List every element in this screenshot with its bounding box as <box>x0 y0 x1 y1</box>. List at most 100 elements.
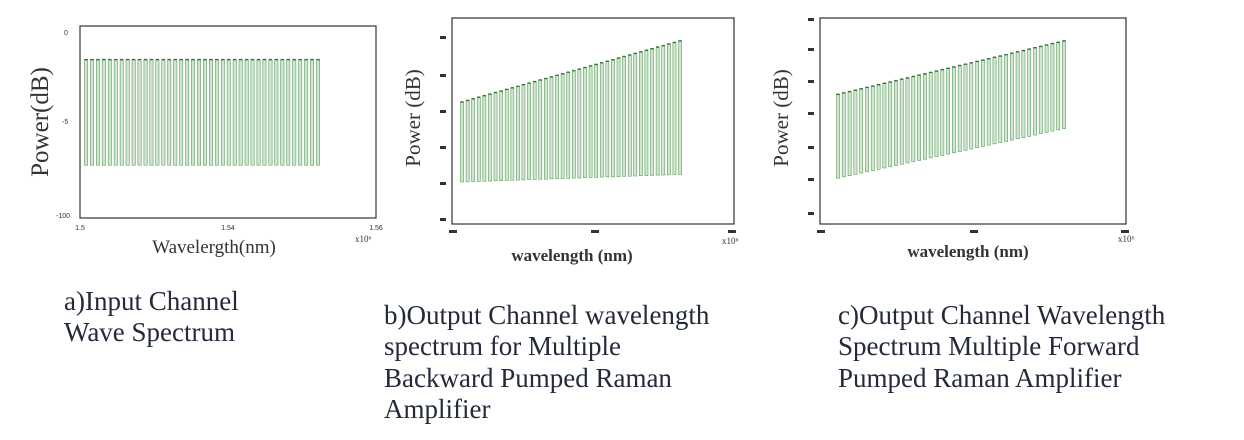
caption-b-line-3: Backward Pumped Raman <box>384 362 672 393</box>
channel-bar <box>543 78 548 180</box>
channel-bar <box>992 56 997 145</box>
panel-b-bars <box>460 40 682 183</box>
channel-bar <box>899 78 904 165</box>
channel-bar <box>185 59 190 166</box>
panel-b-plot-frame <box>451 17 735 225</box>
channel-bar <box>605 60 610 178</box>
channel-bar <box>286 59 291 166</box>
channel-bar <box>131 59 136 166</box>
channel-bar <box>125 59 130 166</box>
panel-c-y-tick <box>808 18 814 21</box>
channel-bar <box>256 59 261 166</box>
channel-bar <box>179 59 184 166</box>
channel-bar <box>119 59 124 166</box>
channel-bar <box>244 59 249 166</box>
channel-bar <box>928 72 933 159</box>
channel-bar <box>209 59 213 166</box>
channel-bar <box>226 59 231 166</box>
panel-c-x-exponent: x10⁶ <box>1118 234 1135 244</box>
channel-bar <box>627 54 632 177</box>
panel-b-xlabel: wavelength (nm) <box>511 246 632 265</box>
panel-c-y-ticks <box>808 18 1129 233</box>
panel-c-y-tick <box>808 48 814 51</box>
caption-b-line-4: Amplifier <box>384 393 491 424</box>
channel-bar <box>870 85 875 171</box>
channel-bar <box>220 59 225 166</box>
panel-a-y-tick-2: -100 <box>56 213 70 220</box>
channel-bar <box>527 82 531 180</box>
panel-c-plot-frame <box>819 17 1127 225</box>
channel-bar <box>672 42 677 175</box>
channel-bar <box>560 73 565 179</box>
channel-bar <box>969 62 974 150</box>
panel-b-y-tick <box>440 146 446 149</box>
panel-a-ylabel: Power(dB) <box>27 67 54 177</box>
channel-bar <box>998 55 1003 143</box>
channel-bar <box>616 57 621 177</box>
channel-bar <box>1015 51 1020 140</box>
channel-bar <box>986 58 991 146</box>
channel-bar <box>274 59 279 166</box>
panel-c: Power (dB) wavelength (nm) x10⁶ <box>769 17 1135 261</box>
channel-bar <box>859 88 864 174</box>
channel-bar <box>268 59 273 166</box>
channel-bar <box>599 62 604 178</box>
caption-c-line-2: Spectrum Multiple Forward <box>838 331 1140 362</box>
channel-bar <box>167 59 172 166</box>
channel-bar <box>622 56 626 177</box>
channel-bar <box>975 61 980 149</box>
panel-c-x-tick <box>817 230 825 233</box>
channel-bar <box>499 90 504 181</box>
channel-bar <box>1050 43 1055 132</box>
channel-bar <box>84 59 89 166</box>
panel-b-x-tick <box>591 230 599 233</box>
channel-bar <box>905 77 910 164</box>
panel-a-x-tick-1: 1.54 <box>221 225 235 232</box>
panel-a-y-tick-1: -5 <box>62 119 68 126</box>
caption-c-line-3: Pumped Raman Amplifier <box>838 362 1122 393</box>
channel-bar <box>633 53 638 177</box>
channel-bar <box>191 59 195 166</box>
panel-a-bars <box>84 58 320 166</box>
channel-bar <box>143 59 148 166</box>
panel-c-y-tick <box>808 80 814 83</box>
panel-b-y-tick <box>440 110 446 113</box>
channel-bar <box>532 81 537 180</box>
panel-b-y-tick <box>440 74 446 77</box>
channel-bar <box>214 59 219 166</box>
channel-bar <box>611 59 615 178</box>
panel-c-y-tick <box>808 146 814 149</box>
panel-b-y-tick <box>440 218 446 221</box>
channel-bar <box>571 70 576 179</box>
channel-bar <box>853 89 858 175</box>
panel-b: Power (dB) wavelength (nm) x10⁶ <box>401 17 739 265</box>
panel-c-x-tick <box>1121 230 1129 233</box>
channel-bar <box>594 64 598 178</box>
channel-bar <box>894 80 898 166</box>
panel-a-plot-frame <box>79 25 377 219</box>
channel-bar <box>957 65 962 152</box>
channel-bar <box>488 93 492 182</box>
channel-bar <box>161 59 166 166</box>
channel-bar <box>460 101 464 183</box>
channel-bar <box>137 59 142 166</box>
panel-b-x-exponent: x10⁶ <box>722 236 739 246</box>
channel-bar <box>155 59 160 166</box>
channel-bar <box>566 71 571 179</box>
channel-bar <box>666 43 671 176</box>
channel-bar <box>1009 52 1014 141</box>
channel-bar <box>113 59 118 166</box>
channel-bar <box>555 75 559 180</box>
panel-c-xlabel: wavelength (nm) <box>907 242 1028 261</box>
panel-c-bars <box>836 40 1066 179</box>
channel-bar <box>280 59 285 166</box>
caption-b-line-2: spectrum for Multiple <box>384 331 621 362</box>
panel-a-x-tick-0: 1.5 <box>75 225 85 232</box>
channel-bar <box>847 91 852 176</box>
channel-bar <box>882 83 887 169</box>
panel-b-ylabel: Power (dB) <box>401 69 425 166</box>
channel-bar <box>678 40 682 175</box>
panel-c-ylabel: Power (dB) <box>769 69 793 166</box>
panel-c-y-tick <box>808 178 814 181</box>
channel-bar <box>262 59 267 166</box>
